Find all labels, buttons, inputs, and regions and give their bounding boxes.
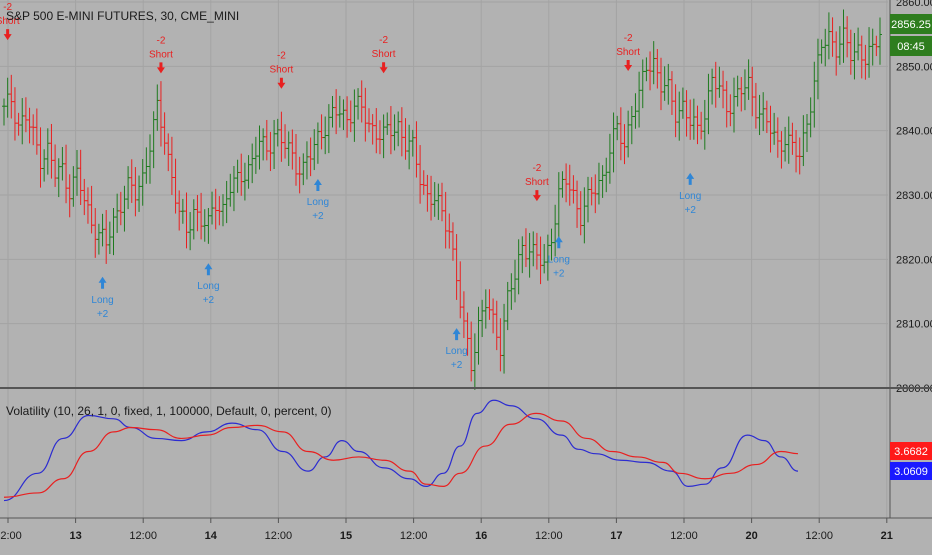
ohlc-bar bbox=[878, 17, 882, 65]
svg-text:+2: +2 bbox=[97, 309, 109, 320]
axes: 2800.002810.002820.002830.002840.002850.… bbox=[0, 0, 932, 542]
svg-text:+2: +2 bbox=[203, 295, 215, 306]
y-tick-label: 2850.00 bbox=[896, 61, 932, 73]
volatility-line-red bbox=[3, 412, 799, 498]
svg-text:+2: +2 bbox=[451, 360, 463, 371]
volatility-line-blue bbox=[3, 399, 799, 502]
svg-text:Long: Long bbox=[548, 254, 570, 265]
long-signal: Long +2 bbox=[679, 172, 701, 216]
svg-text:-2: -2 bbox=[156, 35, 165, 46]
x-tick-label: 20 bbox=[745, 530, 757, 542]
short-signal: -2 Short bbox=[0, 2, 20, 41]
short-signal: -2 Short bbox=[149, 35, 173, 74]
last-price-text: 2856.25 bbox=[891, 19, 931, 31]
short-signal: -2 Short bbox=[616, 33, 640, 72]
short-signal: -2 Short bbox=[525, 163, 549, 202]
x-tick-label: 12:00 bbox=[265, 530, 293, 542]
svg-text:-2: -2 bbox=[624, 33, 633, 44]
x-tick-label: 12:00 bbox=[805, 530, 833, 542]
countdown-text: 08:45 bbox=[897, 41, 925, 53]
price-bars bbox=[2, 9, 882, 390]
short-signal: -2 Short bbox=[372, 35, 396, 74]
svg-text:Short: Short bbox=[149, 49, 173, 60]
x-tick-label: 14 bbox=[205, 530, 218, 542]
long-signal: Long +2 bbox=[197, 263, 220, 306]
blue-value-text: 3.0609 bbox=[894, 466, 928, 478]
y-tick-label: 2840.00 bbox=[896, 126, 932, 138]
x-tick-label: 12:00 bbox=[400, 530, 428, 542]
svg-text:Short: Short bbox=[0, 16, 20, 27]
long-signal: Long +2 bbox=[445, 328, 468, 371]
svg-text:-2: -2 bbox=[379, 35, 388, 46]
y-tick-label: 2810.00 bbox=[896, 319, 932, 331]
svg-text:Short: Short bbox=[616, 47, 640, 58]
svg-text:+2: +2 bbox=[553, 268, 565, 279]
red-value-badge bbox=[890, 442, 932, 460]
short-signal: -2 Short bbox=[269, 51, 294, 89]
blue-value-badge bbox=[890, 462, 932, 480]
value-badges: 2856.25 08:45 3.6682 3.0609 bbox=[890, 14, 932, 480]
indicator-title: Volatility (10, 26, 1, 0, fixed, 1, 1000… bbox=[6, 404, 332, 418]
x-tick-label: 21 bbox=[881, 530, 893, 542]
y-tick-label: 2830.00 bbox=[896, 190, 932, 202]
countdown-badge bbox=[890, 36, 932, 56]
svg-text:-2: -2 bbox=[277, 51, 286, 62]
svg-text:Long: Long bbox=[679, 191, 701, 202]
trade-signals: -2 Short Long +2 -2 Short Long +2 -2 Short Long +2 -… bbox=[0, 2, 701, 371]
x-tick-label: 12:00 bbox=[670, 530, 698, 542]
svg-text:+2: +2 bbox=[684, 205, 696, 216]
long-signal: Long +2 bbox=[91, 276, 114, 320]
svg-text:Short: Short bbox=[269, 65, 293, 76]
last-price-badge bbox=[890, 14, 932, 34]
svg-text:-2: -2 bbox=[532, 163, 541, 174]
svg-text:Long: Long bbox=[91, 295, 113, 306]
y-tick-label: 2820.00 bbox=[896, 254, 932, 266]
svg-text:Short: Short bbox=[372, 49, 396, 60]
svg-text:-2: -2 bbox=[3, 2, 12, 13]
x-tick-label: 17 bbox=[610, 530, 622, 542]
x-tick-label: 13 bbox=[69, 530, 81, 542]
x-tick-label: 15 bbox=[340, 530, 352, 542]
x-tick-label: 16 bbox=[475, 530, 487, 542]
svg-text:Long: Long bbox=[307, 197, 329, 208]
red-value-text: 3.6682 bbox=[894, 446, 928, 458]
svg-text:Long: Long bbox=[445, 346, 467, 357]
x-tick-label: 12:00 bbox=[535, 530, 563, 542]
svg-text:Long: Long bbox=[197, 281, 219, 292]
chart-title: S&P 500 E-MINI FUTURES, 30, CME_MINI bbox=[6, 9, 240, 23]
volatility-oscillator bbox=[3, 399, 799, 502]
x-tick-label: 12:00 bbox=[129, 530, 157, 542]
long-signal: Long +2 bbox=[548, 236, 570, 279]
svg-text:+2: +2 bbox=[312, 211, 324, 222]
long-signal: Long +2 bbox=[307, 179, 329, 222]
y-tick-label: 2860.00 bbox=[896, 0, 932, 9]
svg-text:Short: Short bbox=[525, 177, 549, 188]
x-tick-label: 12:00 bbox=[0, 530, 22, 542]
